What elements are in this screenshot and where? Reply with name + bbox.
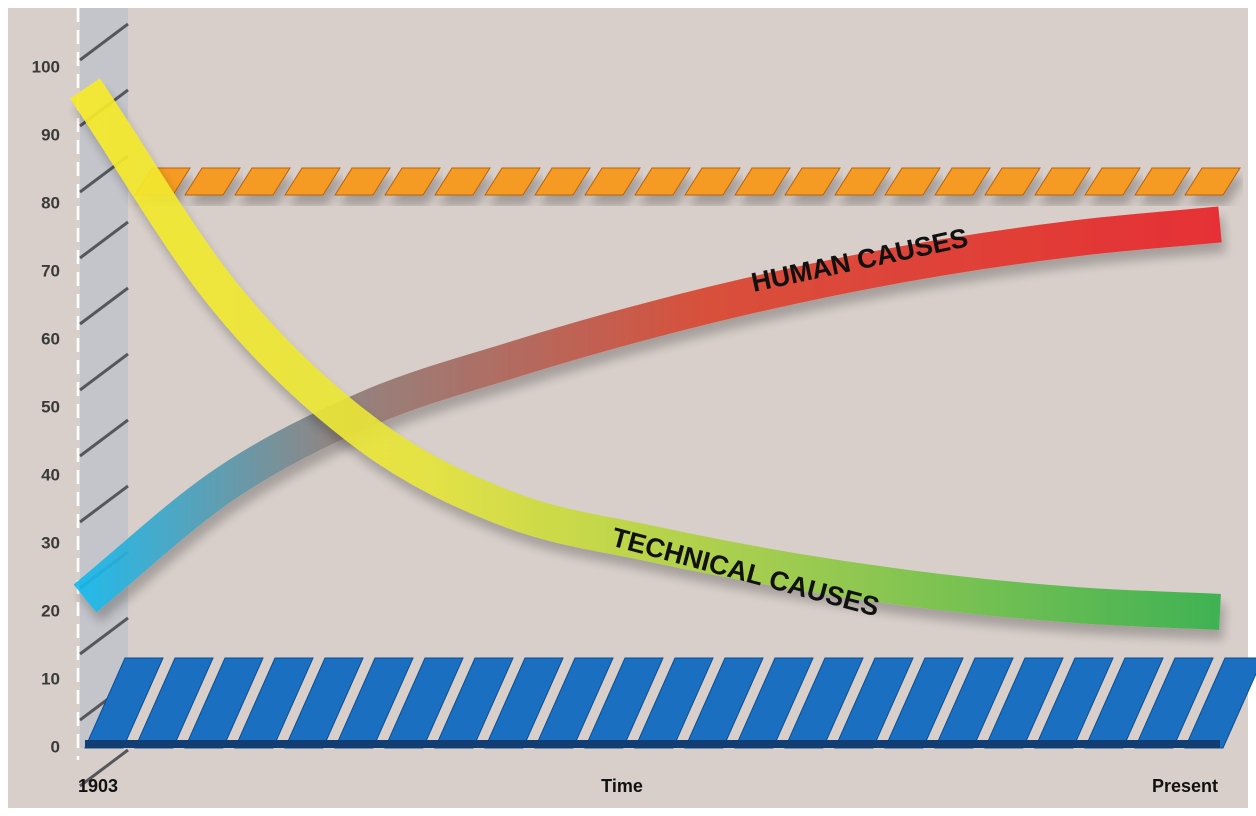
rail-block <box>1084 167 1141 196</box>
y-tick-label: 10 <box>41 669 60 688</box>
y-tick-label: 70 <box>41 261 60 280</box>
rail-block <box>834 167 891 196</box>
wall-stripe <box>79 418 129 458</box>
rail-block <box>284 167 341 196</box>
x-tick-label: Present <box>1152 776 1218 796</box>
y-tick-label: 90 <box>41 125 60 144</box>
rail-block <box>784 167 841 196</box>
x-tick-label: 1903 <box>78 776 118 796</box>
y-tick-label: 30 <box>41 533 60 552</box>
wall-stripe <box>79 484 129 524</box>
rail-block <box>384 167 441 196</box>
rail-block <box>334 167 391 196</box>
y-tick-label: 100 <box>32 57 60 76</box>
y-tick-label: 0 <box>51 737 60 756</box>
rail-block <box>934 167 991 196</box>
rail-block <box>1034 167 1091 196</box>
rail-block <box>1184 167 1241 196</box>
wall-stripe <box>79 748 129 788</box>
series-band <box>70 78 1221 630</box>
rail-block <box>484 167 541 196</box>
rail-block <box>184 167 241 196</box>
y-tick-label: 20 <box>41 601 60 620</box>
y-tick-label: 50 <box>41 397 60 416</box>
rail-block <box>984 167 1041 196</box>
rail-block <box>534 167 591 196</box>
wall-stripe <box>79 220 129 260</box>
rail-block <box>434 167 491 196</box>
rail-block <box>584 167 641 196</box>
wall-stripe <box>79 286 129 326</box>
rail-block <box>884 167 941 196</box>
wall-stripes <box>79 22 129 788</box>
wall-stripe <box>79 616 129 656</box>
y-tick-label: 80 <box>41 193 60 212</box>
rail-block <box>734 167 791 196</box>
wall-stripe <box>79 352 129 392</box>
series-band <box>73 206 1222 613</box>
rail-block <box>684 167 741 196</box>
y-tick-label: 40 <box>41 465 60 484</box>
rail-block <box>234 167 291 196</box>
rail-block <box>1134 167 1191 196</box>
wall-stripe <box>79 22 129 62</box>
rail-block <box>634 167 691 196</box>
y-tick-label: 60 <box>41 329 60 348</box>
x-axis-label: Time <box>601 776 643 796</box>
floor-edge <box>85 740 1220 748</box>
decoration <box>84 167 1256 749</box>
